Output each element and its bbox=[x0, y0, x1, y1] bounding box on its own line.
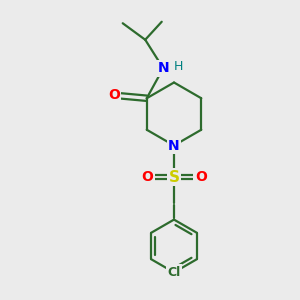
Text: Cl: Cl bbox=[167, 266, 181, 279]
Text: O: O bbox=[141, 170, 153, 184]
Text: O: O bbox=[195, 170, 207, 184]
Text: S: S bbox=[169, 169, 179, 184]
Text: O: O bbox=[108, 88, 120, 102]
Text: N: N bbox=[168, 139, 180, 152]
Text: H: H bbox=[174, 60, 184, 73]
Text: N: N bbox=[158, 61, 169, 75]
